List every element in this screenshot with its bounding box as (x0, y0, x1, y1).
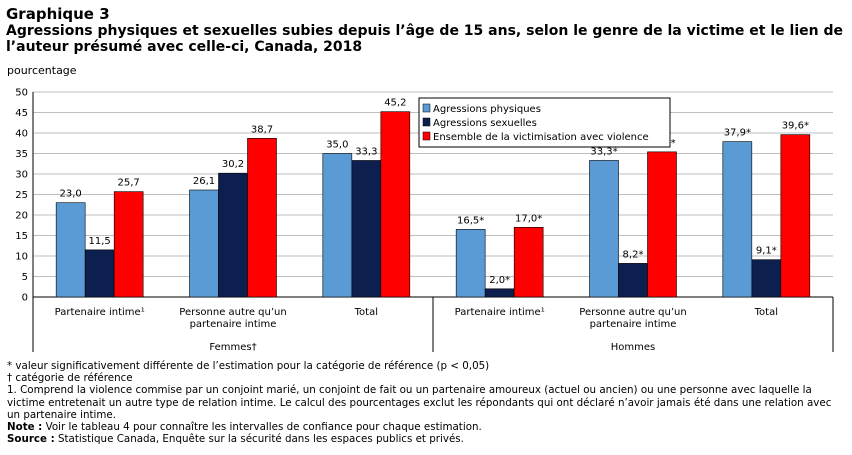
data-label: 25,7 (118, 178, 140, 189)
bar (751, 259, 782, 298)
chart-header: Graphique 3 Agressions physiques et sexu… (6, 5, 846, 56)
x-category-label: partenaire intime (190, 319, 277, 330)
legend-label: Ensemble de la victimisation avec violen… (433, 132, 649, 143)
x-category-label: Total (354, 307, 378, 318)
bar (380, 111, 411, 298)
data-label: 2,0* (489, 275, 510, 286)
x-category-label: partenaire intime (590, 319, 677, 330)
data-label: 35,0 (326, 140, 348, 151)
legend-swatch (422, 117, 431, 127)
data-label: 8,2* (623, 249, 644, 260)
y-tick-label: 25 (15, 190, 28, 201)
x-group-label: Femmes† (209, 342, 256, 353)
y-axis-unit-label: pourcentage (7, 64, 77, 77)
note-label: Note : (7, 421, 43, 434)
data-label: 30,2 (222, 159, 244, 170)
bar (513, 227, 544, 298)
chart-number: Graphique 3 (6, 5, 110, 23)
bar (218, 172, 248, 298)
y-tick-label: 15 (15, 231, 28, 242)
data-label: 26,1 (193, 176, 215, 187)
bar (351, 160, 382, 298)
significance-note: * valeur significativement différente de… (7, 360, 490, 372)
x-category-label: Total (754, 307, 778, 318)
x-group-label: Hommes (611, 342, 655, 353)
bar (455, 229, 486, 298)
x-category-label: Partenaire intime¹ (455, 307, 545, 318)
y-tick-label: 35 (15, 149, 28, 160)
data-label: 33,3 (355, 146, 377, 157)
note-line: Note : Voir le tableau 4 pour connaître … (7, 421, 845, 433)
bar (618, 263, 648, 298)
bar (589, 160, 619, 298)
data-label: 23,0 (60, 189, 82, 200)
bar (647, 151, 677, 298)
chart-title: Agressions physiques et sexuelles subies… (6, 23, 843, 55)
y-tick-label: 10 (15, 252, 28, 263)
bar (722, 141, 753, 298)
note-text: Voir le tableau 4 pour connaître les int… (42, 421, 482, 434)
data-label: 16,5* (457, 215, 484, 226)
bar-chart: 0 5 10 15 20 25 30 35 40 45 50 23,0 11,5 25,7 Partenai… (15, 88, 834, 353)
data-label: 37,9* (724, 128, 751, 139)
bar (189, 189, 219, 298)
legend-swatch (422, 103, 431, 113)
source-text: Statistique Canada, Enquête sur la sécur… (54, 433, 464, 446)
data-label: 11,5 (89, 236, 111, 247)
bar (84, 249, 115, 298)
source-label: Source : (7, 433, 55, 446)
data-label: 17,0* (515, 213, 542, 224)
y-tick-label: 0 (22, 293, 28, 304)
bar (322, 153, 353, 298)
x-category-label: Personne autre qu’un (579, 307, 686, 318)
footnote-1: 1. Comprend la violence commise par un c… (7, 384, 832, 421)
data-label: 38,7 (251, 124, 273, 135)
bar (484, 288, 515, 298)
bar (247, 138, 277, 298)
x-category-label: Personne autre qu’un (179, 307, 286, 318)
data-label: 39,6* (782, 121, 809, 132)
source-line: Source : Statistique Canada, Enquête sur… (7, 433, 845, 445)
bar (780, 134, 811, 298)
bar (113, 191, 144, 298)
y-tick-label: 5 (22, 272, 28, 283)
bar (55, 202, 86, 298)
legend-label: Agressions sexuelles (433, 118, 537, 129)
data-label: 33,3* (590, 146, 617, 157)
y-tick-label: 40 (15, 129, 28, 140)
legend-box (418, 97, 671, 148)
reference-note: † catégorie de référence (7, 372, 133, 385)
chart-notes: * valeur significativement différente de… (7, 360, 845, 445)
y-tick-label: 45 (15, 108, 28, 119)
legend-swatch (422, 131, 431, 141)
data-label: 9,1* (756, 246, 777, 257)
y-tick-label: 30 (15, 170, 28, 181)
y-tick-label: 20 (15, 211, 28, 222)
legend-label: Agressions physiques (433, 104, 541, 115)
x-category-label: Partenaire intime¹ (55, 307, 145, 318)
data-label: 45,2 (384, 98, 406, 109)
y-tick-label: 50 (15, 88, 28, 99)
